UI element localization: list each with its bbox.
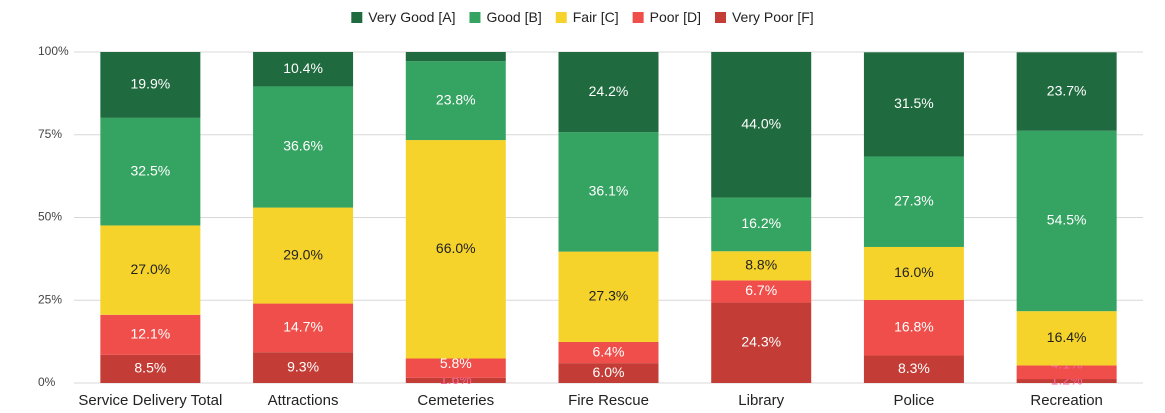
data-label: 16.8% — [894, 318, 934, 334]
bar-segment — [558, 363, 659, 383]
bar-segment — [863, 355, 964, 383]
data-label: 36.6% — [283, 138, 323, 154]
bar-segment — [711, 251, 812, 281]
bar-segment — [253, 52, 354, 87]
bar-segment — [863, 156, 964, 247]
legend-item: Very Good [A] — [351, 9, 455, 25]
legend-swatch — [351, 12, 363, 23]
data-label: 31.5% — [894, 95, 934, 111]
data-label: 24.3% — [741, 333, 781, 349]
legend-label: Poor [D] — [650, 9, 701, 25]
data-label: 24.2% — [589, 83, 629, 99]
bar-segment — [1016, 52, 1117, 131]
y-tick-label: 100% — [38, 44, 69, 58]
bar-segment — [863, 246, 964, 300]
data-label: 5.8% — [440, 355, 472, 371]
data-label: 36.1% — [589, 183, 629, 199]
data-label: 14.7% — [283, 319, 323, 335]
y-tick-label: 25% — [38, 292, 62, 306]
bar-segment — [253, 207, 354, 304]
x-tick-label: Fire Rescue — [568, 392, 649, 409]
bar-segment — [253, 352, 354, 383]
bar-segment — [100, 225, 201, 315]
x-tick-label: Library — [738, 392, 784, 409]
bar-segment — [100, 52, 201, 118]
legend-label: Very Poor [F] — [732, 9, 814, 25]
bar-segment — [1016, 365, 1117, 380]
bar-segment — [253, 86, 354, 208]
data-label: 8.5% — [134, 360, 166, 376]
bar-segment — [253, 303, 354, 353]
data-label: 27.3% — [589, 287, 629, 303]
data-label: 27.3% — [894, 192, 934, 208]
data-label: 23.8% — [436, 91, 476, 107]
data-label: 10.4% — [283, 60, 323, 76]
bar-segment — [100, 314, 201, 355]
bar-segment — [711, 197, 812, 252]
data-label: 16.0% — [894, 264, 934, 280]
bar-segment — [711, 302, 812, 383]
legend-item: Very Poor [F] — [714, 9, 814, 25]
data-label: 32.5% — [131, 162, 171, 178]
legend-swatch — [714, 12, 726, 23]
data-label: 16.2% — [741, 215, 781, 231]
data-label: 16.4% — [1047, 329, 1087, 345]
data-label: 8.3% — [898, 360, 930, 376]
bar-segment — [1016, 379, 1117, 383]
bar-segment — [100, 354, 201, 383]
bar-segment — [558, 251, 659, 342]
bar-segment — [1016, 130, 1117, 312]
bar-segment — [405, 61, 506, 141]
data-label: 23.7% — [1047, 82, 1087, 98]
legend-label: Very Good [A] — [368, 9, 455, 25]
bar-segment — [405, 377, 506, 383]
bar-segment — [711, 52, 812, 198]
data-label: 6.7% — [745, 282, 777, 298]
legend-swatch — [555, 12, 567, 23]
x-tick-label: Cemeteries — [417, 392, 494, 409]
data-label: 27.0% — [131, 261, 171, 277]
bar-segment — [1016, 311, 1117, 366]
y-tick-label: 0% — [38, 375, 56, 389]
legend-label: Fair [C] — [573, 9, 619, 25]
bar-segment — [558, 52, 659, 133]
x-tick-label: Service Delivery Total — [78, 392, 222, 409]
data-label: 44.0% — [741, 116, 781, 132]
bar-segment — [863, 52, 964, 157]
legend-label: Good [B] — [486, 9, 541, 25]
y-tick-label: 50% — [38, 210, 62, 224]
data-label: 12.1% — [131, 326, 171, 342]
legend-item: Fair [C] — [555, 9, 619, 25]
data-label: 6.0% — [593, 364, 625, 380]
bar-segment — [405, 140, 506, 359]
bar-segment — [100, 117, 201, 226]
legend-item: Poor [D] — [632, 9, 701, 25]
bar-segment — [711, 280, 812, 303]
x-tick-label: Recreation — [1030, 392, 1103, 409]
data-label: 66.0% — [436, 240, 476, 256]
data-label: 19.9% — [131, 76, 171, 92]
x-tick-label: Police — [893, 392, 934, 409]
bar-segment — [558, 341, 659, 364]
data-label: 6.4% — [593, 343, 625, 359]
bar-segment — [558, 132, 659, 252]
data-label: 54.5% — [1047, 212, 1087, 228]
x-tick-label: Attractions — [268, 392, 339, 409]
y-tick-label: 75% — [38, 127, 62, 141]
data-label: 29.0% — [283, 246, 323, 262]
legend-item: Good [B] — [469, 9, 542, 25]
legend-swatch — [469, 12, 481, 23]
bar-segment — [863, 299, 964, 356]
data-label: 9.3% — [287, 358, 319, 374]
bar-segment — [405, 358, 506, 378]
bar-segment — [405, 52, 506, 62]
data-label: 8.8% — [745, 257, 777, 273]
legend-swatch — [632, 12, 644, 23]
